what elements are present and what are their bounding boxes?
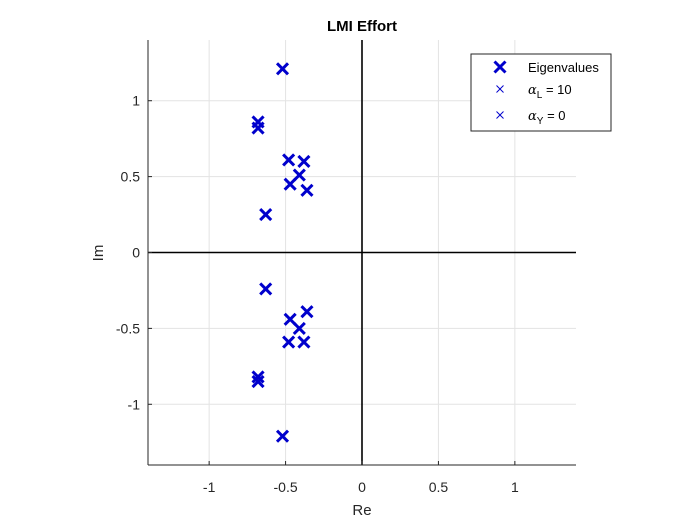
x-stroke-b (259, 207, 273, 222)
x-axis-label: Re (352, 502, 371, 519)
legend-marker-shape (493, 60, 507, 74)
x-tick-label: 1 (511, 479, 519, 495)
y-tick-label: -0.5 (116, 320, 140, 336)
x-stroke-b (493, 60, 507, 74)
y-tick-label: 0.5 (121, 169, 141, 185)
legend-entry-eigenvalues: Eigenvalues (493, 60, 599, 75)
x-stroke-b (297, 154, 311, 168)
x-stroke-b (259, 282, 273, 296)
x-stroke-b (297, 335, 311, 349)
eigenvalue-point (251, 370, 265, 384)
x-stroke-b (496, 85, 504, 93)
chart-title: LMI Effort (327, 18, 397, 35)
x-stroke-b (251, 374, 265, 389)
legend-subscript-l: L (537, 90, 543, 101)
eigenvalue-point (251, 374, 265, 389)
x-stroke-b (282, 153, 296, 167)
legend-marker-bold-x (493, 60, 507, 74)
eigenvalue-point (297, 335, 311, 349)
x-stroke-b (283, 177, 297, 191)
legend-suffix-l: = 10 (542, 82, 571, 97)
eigenvalue-point (300, 305, 314, 319)
eigenvalue-point (259, 282, 273, 296)
x-stroke-b (251, 121, 265, 135)
legend-label-alpha-y: αY = 0 (528, 108, 566, 127)
legend-subscript-y: Y (537, 116, 544, 127)
eigenvalue-point (282, 335, 296, 349)
legend-suffix-y: = 0 (543, 108, 565, 123)
x-tick-label: 0.5 (429, 479, 449, 495)
legend-alpha-symbol: α (528, 83, 537, 98)
legend-marker-shape (496, 85, 504, 93)
eigenvalue-point (292, 321, 306, 335)
legend-marker-thin-x (496, 111, 504, 119)
x-stroke-b (275, 62, 290, 76)
zero-lines (148, 40, 576, 465)
legend-label-eigenvalues: Eigenvalues (528, 60, 599, 75)
legend-box (470, 53, 612, 132)
legend-marker-shape (496, 111, 504, 119)
legend-label-alpha-l: αL = 10 (528, 82, 572, 101)
y-tick-label: 0 (132, 245, 140, 261)
y-tick-label: 1 (132, 93, 140, 109)
eigenvalue-points (251, 62, 314, 443)
x-stroke-b (283, 312, 297, 326)
tick-marks (148, 100, 516, 465)
eigenvalue-point (297, 154, 311, 168)
eigenvalue-point (300, 183, 314, 197)
y-axis-label: Im (90, 245, 107, 262)
legend-entry-alpha-y: αY = 0 (496, 108, 566, 127)
x-stroke-b (496, 111, 504, 119)
x-stroke-b (292, 321, 306, 335)
eigenvalue-point (282, 153, 296, 167)
eigenvalue-point (275, 429, 290, 443)
x-tick-label: -1 (203, 479, 216, 495)
y-tick-labels: -1 -0.5 0 0.5 1 (116, 93, 140, 413)
x-stroke-b (251, 370, 265, 384)
eigenvalue-point (275, 62, 290, 76)
x-tick-labels: -1 -0.5 0 0.5 1 (203, 479, 519, 495)
x-stroke-b (275, 429, 290, 443)
eigenvalue-point (251, 121, 265, 135)
x-tick-label: -0.5 (274, 479, 298, 495)
x-stroke-b (282, 335, 296, 349)
x-stroke-b (300, 183, 314, 197)
legend-entry-alpha-l: αL = 10 (496, 82, 572, 101)
eigenvalue-point (259, 207, 273, 222)
eigenvalue-point (283, 177, 297, 191)
legend-marker-thin-x (496, 85, 504, 93)
x-tick-label: 0 (358, 479, 366, 495)
y-tick-label: -1 (128, 396, 141, 412)
legend-alpha-symbol: α (528, 109, 537, 124)
x-stroke-b (300, 305, 314, 319)
legend: Eigenvalues αL = 10 αY = 0 (470, 53, 612, 132)
